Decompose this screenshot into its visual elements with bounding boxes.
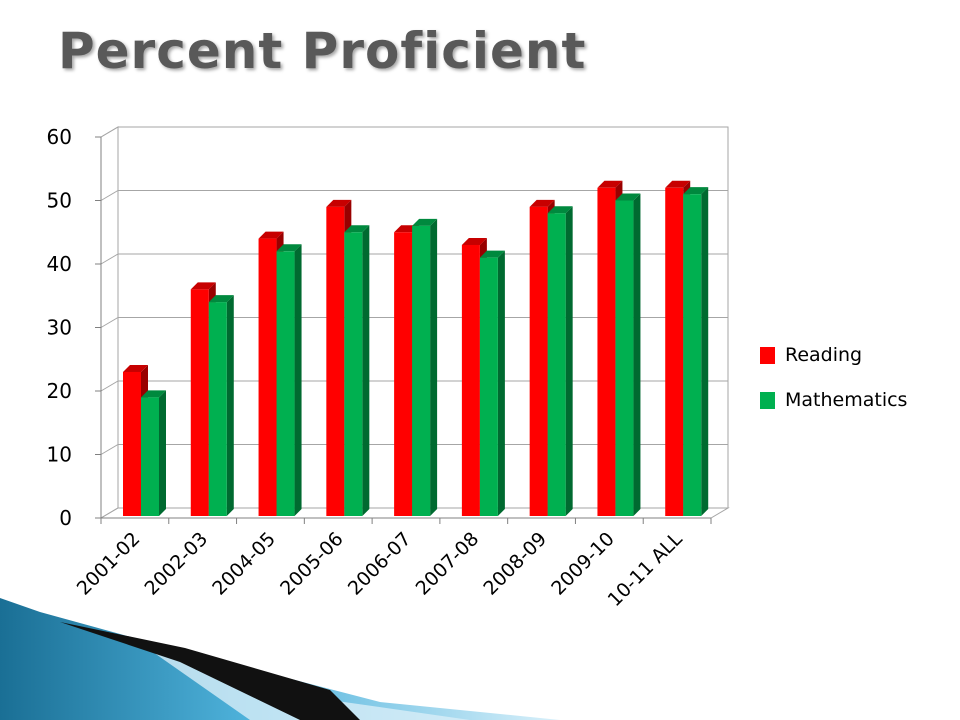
bar-front <box>615 200 634 516</box>
bar-front <box>461 244 480 516</box>
bar-mathematics-2001-02 <box>141 390 166 516</box>
bar-top <box>665 180 691 188</box>
bar-top <box>479 250 505 258</box>
y-tick-label: 10 <box>47 443 72 467</box>
gridline <box>100 190 728 201</box>
bar-mathematics-2007-08 <box>479 250 505 516</box>
bar-front <box>141 397 159 516</box>
decoration-light-band <box>150 650 470 720</box>
y-tick-label: 0 <box>59 506 72 530</box>
bar-side <box>633 193 641 516</box>
x-category-label: 2002-03 <box>141 528 213 600</box>
bar-top <box>276 244 302 252</box>
gridlines <box>100 126 728 519</box>
bar-top <box>141 390 166 398</box>
gridline <box>100 253 728 265</box>
bar-front <box>683 194 702 516</box>
decoration-blue-swoosh <box>0 598 560 720</box>
bar-side <box>497 250 505 516</box>
y-tick-label: 20 <box>47 379 72 403</box>
bar-top <box>597 180 623 188</box>
bar-top <box>208 295 234 303</box>
legend-label-mathematics: Mathematics <box>785 389 907 411</box>
bar-front <box>208 302 227 516</box>
bar-side <box>565 206 573 516</box>
legend-label-reading: Reading <box>785 344 862 366</box>
bar-mathematics-2008-09 <box>547 206 573 516</box>
bar-mathematics-2009-10 <box>615 193 641 516</box>
bar-front <box>529 206 548 516</box>
y-tick-label: 30 <box>47 316 72 340</box>
gridline <box>100 507 728 519</box>
bar-front <box>412 225 431 516</box>
bar-top <box>258 231 284 239</box>
gridline <box>100 380 728 392</box>
y-tick-label: 50 <box>47 189 72 213</box>
bar-side <box>362 225 370 516</box>
y-tick-label: 60 <box>47 125 72 149</box>
bar-front <box>258 238 277 516</box>
bar-mathematics-10-11 ALL <box>683 187 709 516</box>
bar-top <box>683 187 709 195</box>
bar-top <box>344 225 370 233</box>
bar-front <box>479 257 498 516</box>
bar-side <box>430 218 438 516</box>
gridline <box>100 126 728 138</box>
x-category-label: 2007-08 <box>412 528 484 600</box>
bar-top <box>615 193 641 201</box>
bar-front <box>597 187 616 517</box>
x-category-label: 10-11 ALL <box>604 528 687 611</box>
bar-top <box>412 218 438 226</box>
bar-front <box>326 206 345 516</box>
legend-swatch-reading <box>760 347 775 364</box>
x-category-label: 2001-02 <box>73 528 145 600</box>
bar-front <box>123 371 141 516</box>
bar-mathematics-2006-07 <box>412 218 438 516</box>
x-category-label: 2005-06 <box>276 528 348 600</box>
bar-front <box>394 232 413 516</box>
bar-top <box>326 199 352 207</box>
gridline <box>100 444 728 455</box>
bar-front <box>276 251 295 517</box>
bar-front <box>665 187 684 517</box>
x-category-label: 2009-10 <box>547 528 619 600</box>
bar-mathematics-2004-05 <box>276 244 302 517</box>
x-category-label: 2006-07 <box>344 528 416 600</box>
bar-top <box>529 199 555 207</box>
bar-mathematics-2002-03 <box>208 295 234 516</box>
bar-side <box>159 390 166 516</box>
bar-side <box>294 244 302 517</box>
bar-front <box>190 289 209 516</box>
y-tick-label: 40 <box>47 252 72 276</box>
bars <box>123 180 709 517</box>
legend: Reading Mathematics <box>760 344 907 411</box>
slide-title: Percent Proficient <box>58 22 587 80</box>
bar-side <box>701 187 709 516</box>
bar-mathematics-2005-06 <box>344 225 370 516</box>
x-category-label: 2008-09 <box>479 528 551 600</box>
bar-top <box>461 237 487 245</box>
bar-top <box>190 282 216 290</box>
bar-side <box>226 295 234 516</box>
x-category-label: 2004-05 <box>208 528 280 600</box>
bar-top <box>123 364 148 372</box>
bar-top <box>547 206 573 214</box>
decoration-black-stripe <box>60 622 360 720</box>
bar-front <box>547 213 566 516</box>
bar-front <box>344 232 363 516</box>
legend-swatch-mathematics <box>760 392 775 409</box>
gridline <box>100 317 728 328</box>
